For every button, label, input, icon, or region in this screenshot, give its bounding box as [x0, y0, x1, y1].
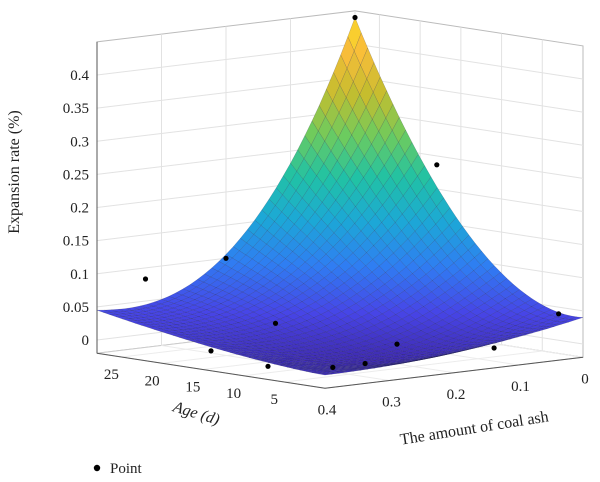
surface-plot	[96, 16, 584, 376]
z-tick-label: 0.1	[70, 267, 89, 283]
surface-patch	[147, 326, 162, 330]
z-tick-label: 0	[82, 333, 90, 349]
surface-patch	[115, 316, 130, 320]
age-tick-label: 20	[145, 373, 160, 389]
z-tick-label: 0.35	[63, 101, 89, 117]
surface-patch	[185, 338, 200, 342]
ash-axis-label: The amount of coal ash	[399, 408, 550, 448]
surface-patch	[280, 365, 295, 368]
data-point	[491, 345, 497, 351]
age-axis-label: Age (d)	[170, 398, 221, 428]
data-point	[434, 162, 440, 168]
age-axis-label-main: Age	[170, 398, 204, 423]
surface-patch	[255, 359, 269, 362]
legend: Point	[93, 461, 143, 477]
z-tick-label: 0.4	[70, 68, 89, 84]
z-tick-label: 0.25	[63, 167, 89, 183]
ash-tick-label: 0.4	[318, 402, 337, 418]
ash-tick-label: 0.2	[447, 387, 466, 403]
surface-patch	[172, 334, 187, 338]
z-tick-label: 0.15	[63, 234, 89, 250]
surface-patch	[204, 344, 219, 348]
data-point	[223, 255, 229, 261]
data-point	[208, 348, 214, 354]
age-tick-label: 10	[226, 386, 241, 402]
surface-patch	[242, 355, 257, 359]
surface-patch	[318, 372, 333, 376]
z-tick-label: 0.2	[70, 201, 89, 217]
age-axis-label-unit: (d)	[199, 407, 222, 429]
z-axis-label: Expansion rate (%)	[6, 110, 23, 234]
surface-patch	[122, 318, 136, 322]
data-point	[330, 364, 336, 370]
tick-labels: 0 0.05 0.1 0.15 0.2 0.25 0.3 0.35 0.4 25 20 15 10 5 0.…	[63, 68, 589, 418]
data-point	[556, 311, 562, 317]
ash-tick-label: 0	[581, 371, 589, 387]
age-tick-label: 25	[104, 367, 119, 383]
data-points	[142, 14, 562, 370]
data-point	[352, 14, 358, 21]
data-point	[394, 341, 400, 347]
ash-tick-label: 0.1	[511, 379, 530, 395]
legend-marker	[93, 464, 101, 472]
age-tick-label: 15	[185, 380, 200, 396]
data-point	[272, 320, 279, 326]
ash-axis-line	[324, 356, 584, 389]
surface-patch	[248, 357, 263, 360]
z-tick-label: 0.05	[63, 300, 89, 316]
z-tick-label: 0.3	[70, 134, 89, 150]
data-point	[142, 276, 149, 282]
data-point	[265, 363, 271, 369]
surface-patch	[160, 330, 174, 334]
surface-patch	[312, 371, 326, 375]
legend-label: Point	[110, 461, 143, 477]
surface-patch	[109, 314, 124, 318]
floor-grid-age	[284, 350, 543, 383]
age-tick-label: 5	[271, 392, 279, 408]
surface-patch	[153, 328, 168, 332]
age-axis-line	[96, 352, 326, 389]
data-point	[362, 360, 368, 367]
surface-patch	[166, 332, 181, 336]
surface-patch	[299, 369, 314, 372]
ash-tick-label: 0.3	[382, 395, 401, 411]
